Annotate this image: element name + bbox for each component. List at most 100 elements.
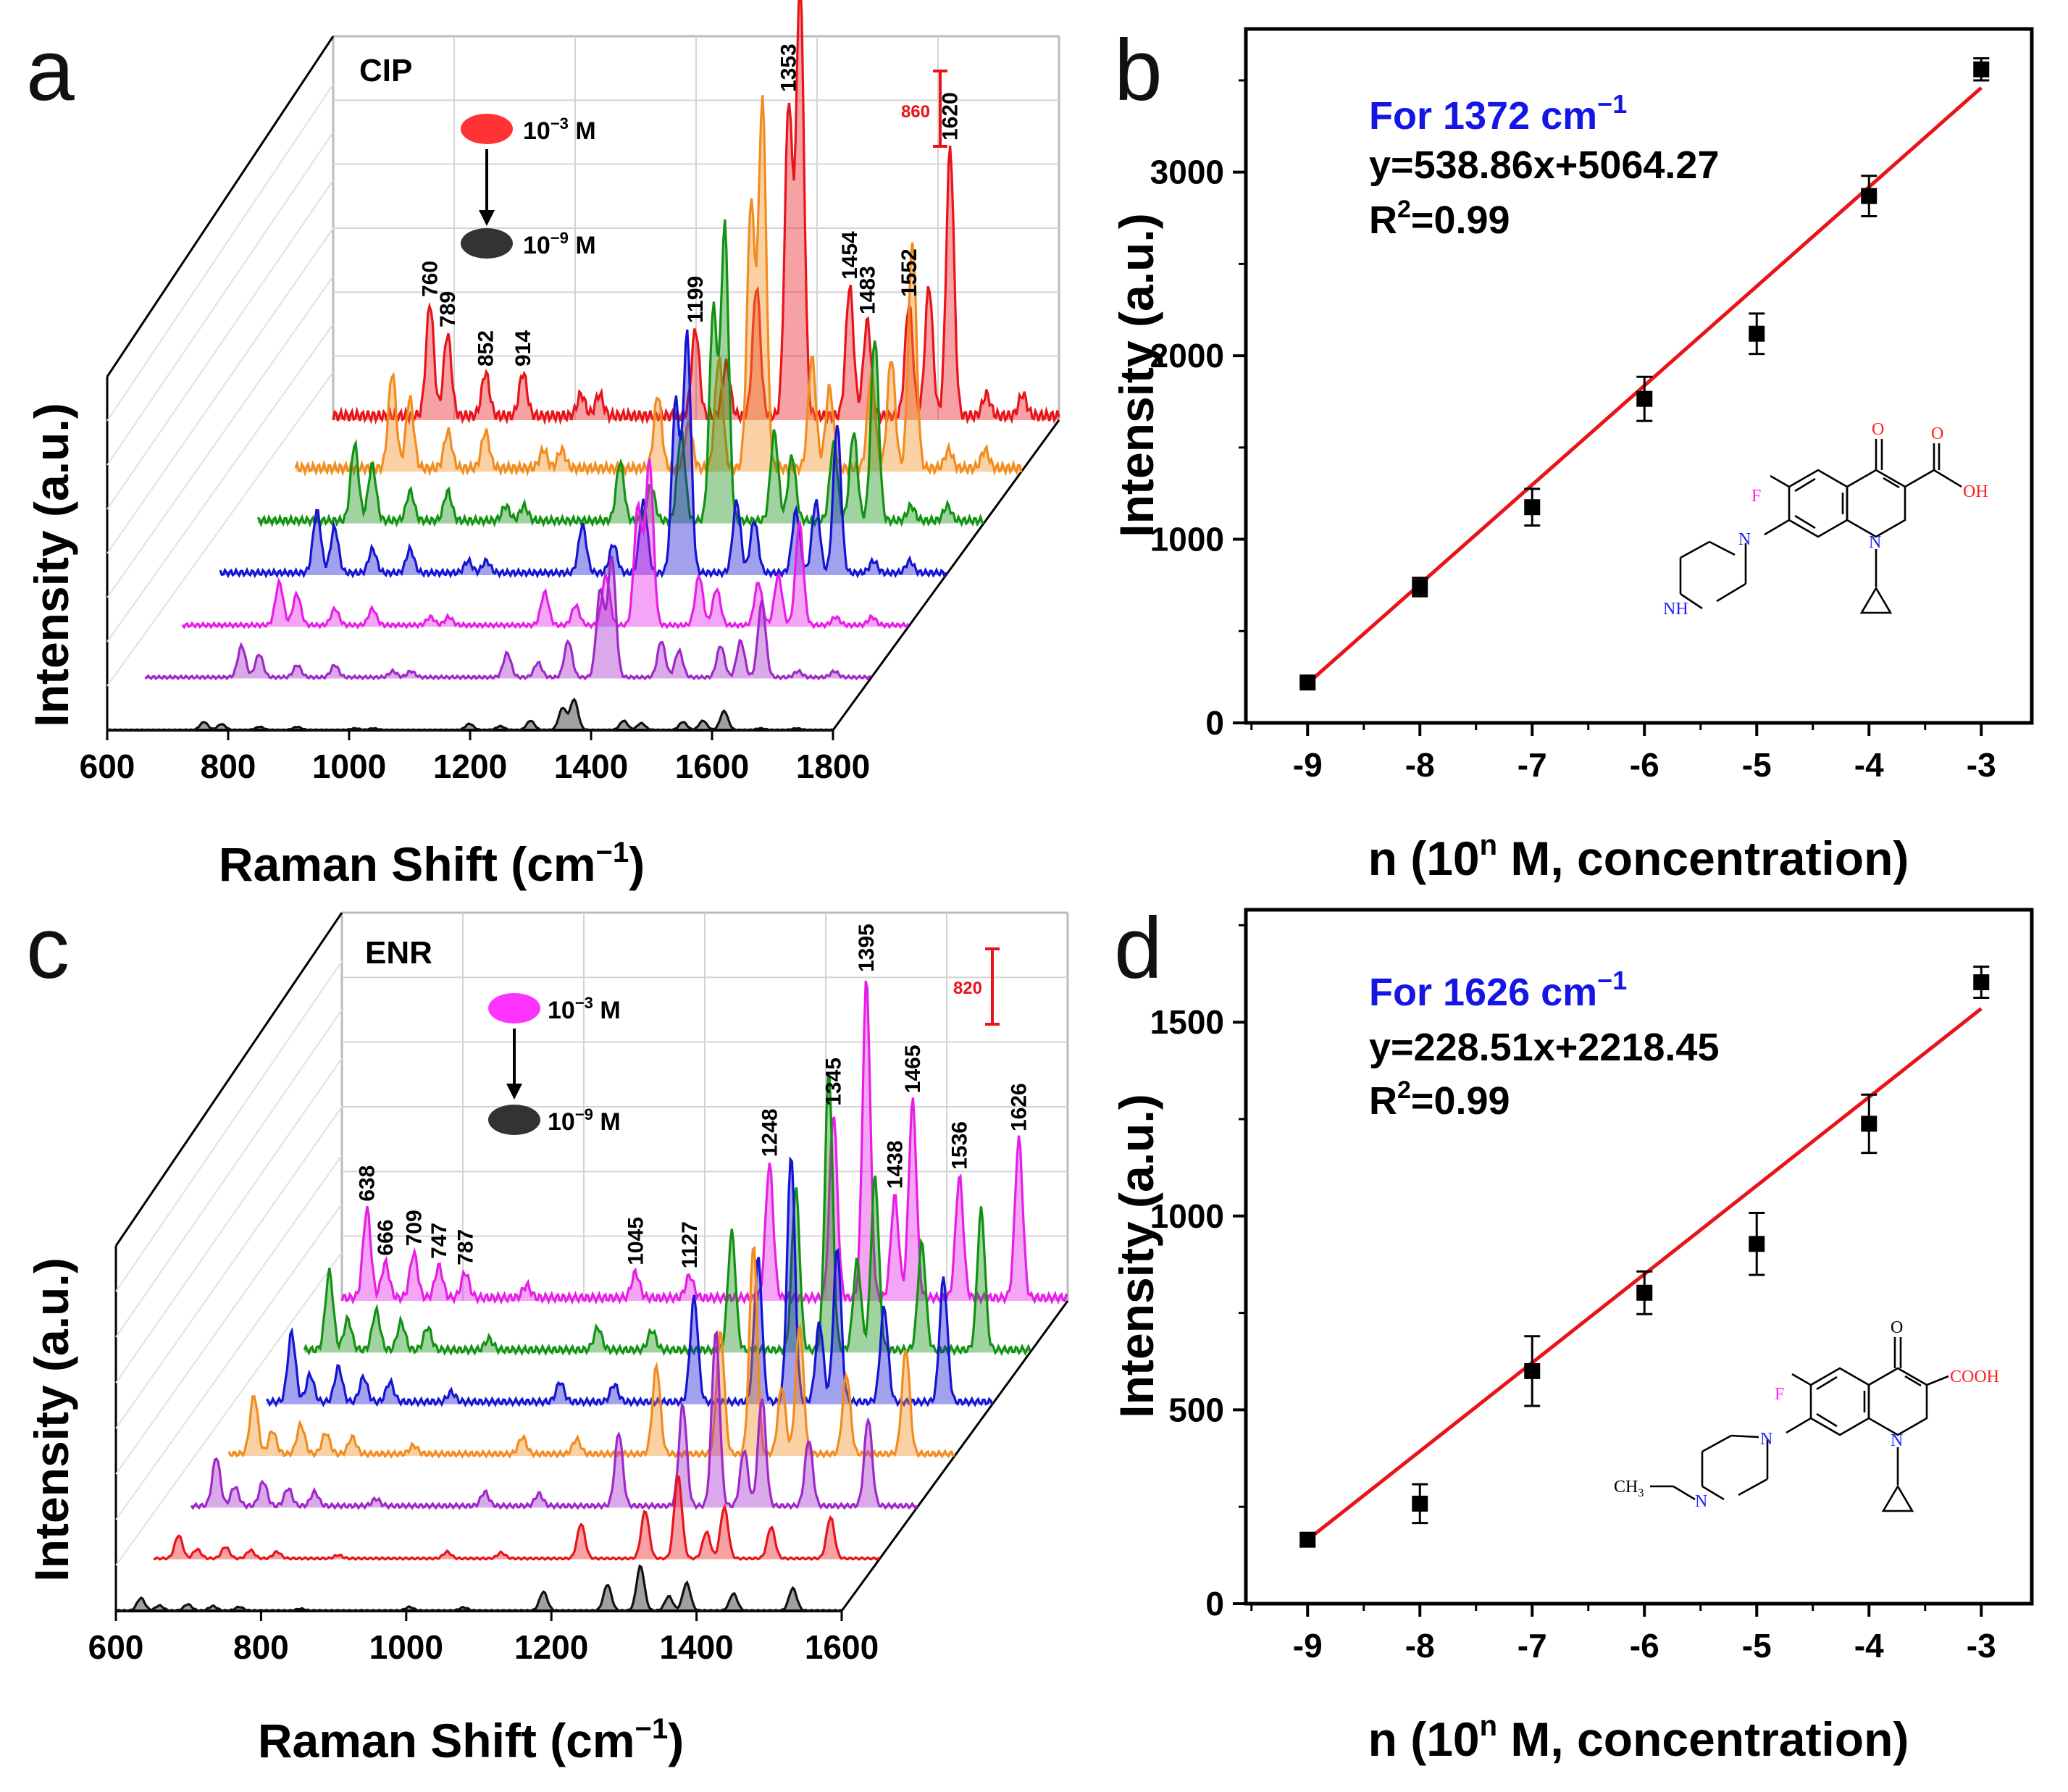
x-tick-label: 600 xyxy=(88,1628,144,1666)
mol-atom-n: N xyxy=(1738,530,1751,549)
panel-b-data xyxy=(1299,57,1990,691)
peak-label: 1536 xyxy=(948,1121,972,1170)
peak-label: 1552 xyxy=(897,248,921,297)
peak-label: 638 xyxy=(356,1165,380,1202)
grid-line xyxy=(115,1252,343,1566)
data-point xyxy=(1299,1531,1316,1548)
spectrum-fill xyxy=(191,1333,917,1508)
spectrum-fill xyxy=(107,699,833,731)
panel-letter-c: c xyxy=(26,900,70,997)
y-tick-label: 1000 xyxy=(1150,521,1224,558)
data-point xyxy=(1636,1284,1653,1301)
legend-marker-high xyxy=(461,114,513,144)
x-tick-label: 1400 xyxy=(554,748,628,785)
x-tick-label: 1000 xyxy=(312,748,386,785)
spectrum-line xyxy=(106,698,834,732)
mol-atom-n: N xyxy=(1891,1431,1903,1450)
plot-frame xyxy=(1244,908,2034,1606)
data-point xyxy=(1861,1115,1877,1132)
peak-label: 1454 xyxy=(838,231,862,280)
spectrum-line xyxy=(256,219,985,528)
x-tick-label: -4 xyxy=(1854,1627,1884,1665)
panel-c-raman-enr: c 600 800 1000 1200 1400 1600 Raman Shif… xyxy=(25,900,1069,1767)
spectrum-line xyxy=(181,459,910,629)
mol-atom-f: F xyxy=(1775,1385,1784,1404)
peak-label: 787 xyxy=(453,1229,477,1265)
peak-label: 1626 xyxy=(1008,1083,1031,1131)
data-point xyxy=(1973,61,1990,78)
compound-label: CIP xyxy=(359,53,412,88)
spectrum-line xyxy=(219,329,947,579)
spectrum-line xyxy=(153,1475,881,1561)
peak-label: 1345 xyxy=(822,1058,846,1106)
peak-label: 1395 xyxy=(855,924,879,972)
x-tick-label: -6 xyxy=(1630,1627,1659,1665)
x-tick-label: -6 xyxy=(1630,746,1659,784)
legend-arrow-head xyxy=(479,210,495,226)
mol-atom-nh: NH xyxy=(1663,600,1688,619)
y-tick-label: 0 xyxy=(1205,1585,1224,1623)
mol-atom-n: N xyxy=(1869,533,1881,552)
spectrum-line xyxy=(115,1564,842,1612)
spectrum-fill xyxy=(342,981,1068,1302)
x-tick-label: -5 xyxy=(1742,1627,1772,1665)
molecule-structure-enr xyxy=(1650,1337,1949,1512)
panel-d-axes xyxy=(1233,924,1983,1617)
x-tick-label: 600 xyxy=(80,748,135,785)
legend-label-low: 10−9 M xyxy=(523,229,596,259)
data-point xyxy=(1749,325,1765,342)
panel-c-x-ticks xyxy=(114,1611,843,1621)
fit-equation: y=228.51x+2218.45 xyxy=(1369,1026,1720,1069)
grid-line xyxy=(115,1058,343,1383)
legend-marker-high xyxy=(488,993,540,1023)
x-tick-label: 1000 xyxy=(369,1628,443,1666)
x-tick-label: 1400 xyxy=(659,1628,733,1666)
panel-a-x-ticks xyxy=(106,730,834,740)
grid-line xyxy=(106,275,334,598)
legend-label-high: 10−3 M xyxy=(523,114,596,145)
data-point xyxy=(1524,1362,1541,1379)
grid-line xyxy=(115,1203,343,1520)
x-tick-label: -5 xyxy=(1742,746,1772,784)
panel-letter-d: d xyxy=(1114,900,1163,997)
mol-atom-o: O xyxy=(1891,1318,1903,1337)
mol-atom-n: N xyxy=(1695,1492,1707,1511)
data-point xyxy=(1636,390,1653,407)
panel-letter-b: b xyxy=(1114,22,1163,119)
fit-equation: y=538.86x+5064.27 xyxy=(1369,143,1720,187)
x-tick-label: -8 xyxy=(1405,746,1435,784)
peak-label: 1045 xyxy=(624,1217,648,1265)
peak-label: 1620 xyxy=(939,92,963,141)
mol-atom-f: F xyxy=(1751,487,1761,506)
scale-bar-label: 820 xyxy=(953,979,982,998)
spectrum-fill xyxy=(267,1159,992,1405)
legend-marker-low xyxy=(488,1105,540,1135)
mol-atom-o: O xyxy=(1931,424,1943,443)
spectrum-fill xyxy=(116,1566,842,1612)
grid-line xyxy=(106,227,334,554)
x-tick-label: -3 xyxy=(1967,746,1996,784)
peak-label: 1483 xyxy=(855,266,879,314)
grid-line xyxy=(115,1155,343,1475)
spectrum-fill xyxy=(220,330,946,576)
x-tick-label: -9 xyxy=(1293,1627,1323,1665)
spectrum-line xyxy=(144,555,871,681)
x-tick-label: 800 xyxy=(201,748,256,785)
spectrum-line xyxy=(265,1156,994,1408)
x-tick-label: -4 xyxy=(1854,746,1884,784)
peak-label: 666 xyxy=(374,1220,398,1256)
peak-label: 914 xyxy=(511,330,535,367)
spectrum-line xyxy=(294,95,1023,477)
fit-annotation-title: For 1626 cm−1 xyxy=(1369,966,1627,1014)
y-tick-label: 500 xyxy=(1168,1391,1224,1428)
legend-arrow-head xyxy=(506,1084,522,1100)
peak-label: 1438 xyxy=(883,1140,907,1189)
x-tick-label: -3 xyxy=(1967,1627,1996,1665)
x-tick-label: 1600 xyxy=(675,748,749,785)
peak-label: 1199 xyxy=(684,276,708,323)
data-point xyxy=(1973,974,1990,991)
floor-edge xyxy=(840,1300,1069,1612)
panel-c-spectra xyxy=(115,980,1068,1612)
side-wall-edge xyxy=(114,912,343,1247)
